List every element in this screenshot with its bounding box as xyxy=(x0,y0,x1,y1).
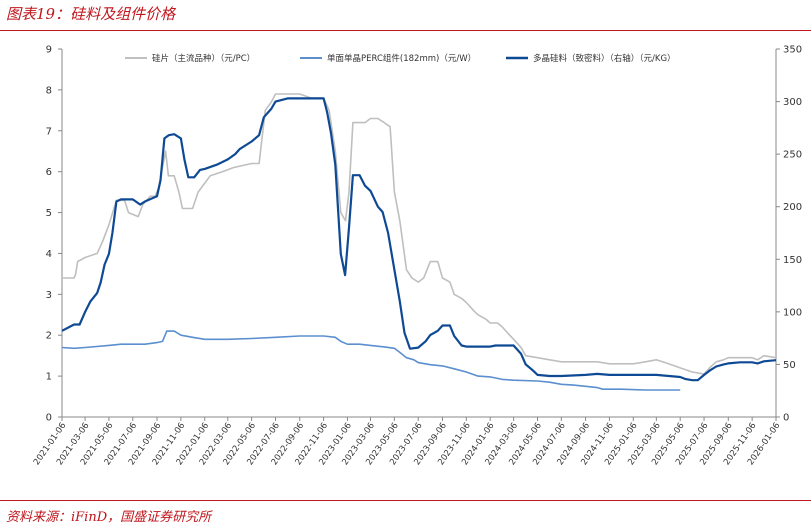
price-line-chart: 01234567890501001502002503003502021-01-0… xyxy=(32,45,802,468)
series-line-2 xyxy=(61,330,681,391)
left-axis-tick-label: 2 xyxy=(46,331,52,342)
series-line-3 xyxy=(61,97,777,382)
right-axis-tick-label: 50 xyxy=(783,360,796,371)
legend-label-3: 多晶硅料（致密料）（右轴）（元/KG） xyxy=(533,53,676,64)
right-axis-tick-label: 300 xyxy=(783,97,802,108)
left-axis-tick-label: 4 xyxy=(46,249,52,260)
left-axis-tick-label: 3 xyxy=(46,290,52,301)
right-axis-tick-label: 0 xyxy=(783,413,789,424)
right-axis-tick-label: 150 xyxy=(783,255,802,266)
left-axis-tick-label: 0 xyxy=(46,413,52,424)
right-axis-tick-label: 250 xyxy=(783,150,802,161)
left-axis-tick-label: 1 xyxy=(46,372,52,383)
source-note: 资料来源：iFinD，国盛证券研究所 xyxy=(6,510,212,525)
right-axis-tick-label: 350 xyxy=(783,45,802,56)
chart-legend: 硅片（主流品种）（元/PC） 单面单晶PERC组件(182mm)（元/W） 多晶硅料… xyxy=(125,53,676,64)
figure-title: 图表19：硅料及组件价格 xyxy=(6,5,176,23)
legend-label-2: 单面单晶PERC组件(182mm)（元/W） xyxy=(327,53,476,64)
left-axis-tick-label: 5 xyxy=(46,208,52,219)
bottom-divider xyxy=(0,500,811,501)
left-axis-tick-label: 6 xyxy=(46,167,52,178)
right-axis-tick-label: 200 xyxy=(783,202,802,213)
right-axis-tick-label: 100 xyxy=(783,307,802,318)
left-axis-tick-label: 8 xyxy=(46,85,52,96)
legend-label-1: 硅片（主流品种）（元/PC） xyxy=(152,53,255,64)
left-axis-tick-label: 7 xyxy=(46,126,52,137)
left-axis-tick-label: 9 xyxy=(46,45,52,56)
chart-axes: 01234567890501001502002503003502021-01-0… xyxy=(32,45,802,468)
top-divider xyxy=(0,30,811,31)
chart-series-lines xyxy=(61,93,777,391)
